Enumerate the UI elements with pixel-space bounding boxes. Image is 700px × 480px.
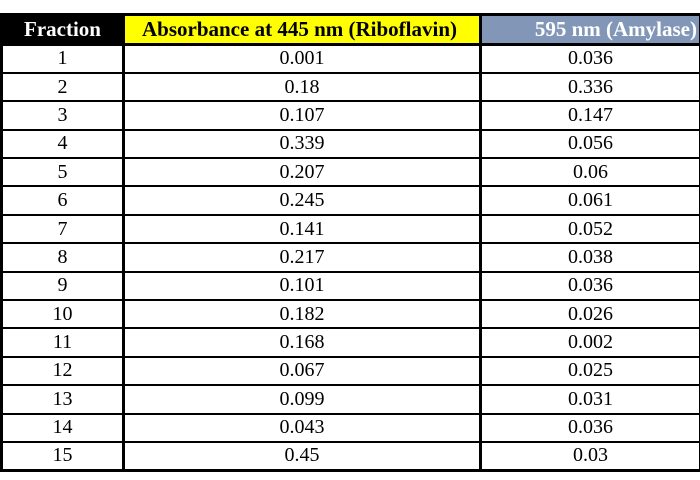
cell-amylase: 0.056 [479,128,700,160]
cell-amylase: 0.031 [479,384,700,415]
table-row: 5 0.207 0.06 [0,157,700,188]
cell-riboflavin: 0.107 [122,100,482,131]
column-header-fraction: Fraction [0,13,125,46]
cell-fraction: 13 [0,384,125,415]
table-row: 9 0.101 0.036 [0,270,700,302]
table-row: 11 0.168 0.002 [0,327,700,358]
cell-riboflavin: 0.001 [122,43,482,74]
cell-amylase: 0.002 [479,327,700,358]
cell-riboflavin: 0.182 [122,299,482,330]
cell-riboflavin: 0.141 [122,213,482,245]
cell-riboflavin: 0.099 [122,384,482,415]
cell-amylase: 0.147 [479,100,700,131]
cell-fraction: 10 [0,299,125,330]
cell-riboflavin: 0.101 [122,270,482,302]
table-row: 7 0.141 0.052 [0,213,700,245]
table-row: 14 0.043 0.036 [0,412,700,443]
table-row: 4 0.339 0.056 [0,128,700,160]
cell-fraction: 8 [0,242,125,273]
table-row: 2 0.18 0.336 [0,71,700,103]
cell-amylase: 0.061 [479,185,700,216]
cell-amylase: 0.036 [479,43,700,74]
cell-amylase: 0.026 [479,299,700,330]
cell-amylase: 0.036 [479,412,700,443]
column-header-amylase: 595 nm (Amylase) [479,13,700,46]
cell-amylase: 0.052 [479,213,700,245]
table-row: 10 0.182 0.026 [0,299,700,330]
cell-amylase: 0.025 [479,355,700,387]
column-header-riboflavin: Absorbance at 445 nm (Riboflavin) [122,13,482,46]
cell-riboflavin: 0.245 [122,185,482,216]
cell-fraction: 14 [0,412,125,443]
cell-fraction: 4 [0,128,125,160]
cell-riboflavin: 0.339 [122,128,482,160]
table-row: 1 0.001 0.036 [0,43,700,74]
cell-fraction: 9 [0,270,125,302]
cell-fraction: 7 [0,213,125,245]
cell-fraction: 11 [0,327,125,358]
cell-fraction: 5 [0,157,125,188]
cell-amylase: 0.336 [479,71,700,103]
cell-riboflavin: 0.067 [122,355,482,387]
cell-riboflavin: 0.043 [122,412,482,443]
header-row: Fraction Absorbance at 445 nm (Riboflavi… [0,13,700,46]
table-body: 1 0.001 0.036 2 0.18 0.336 3 0.107 0.147 [0,43,700,472]
table-row: 6 0.245 0.061 [0,185,700,216]
cell-fraction: 1 [0,43,125,74]
cell-riboflavin: 0.217 [122,242,482,273]
table-row: 15 0.45 0.03 [0,440,700,472]
cell-fraction: 3 [0,100,125,131]
cell-riboflavin: 0.168 [122,327,482,358]
cell-amylase: 0.03 [479,440,700,472]
table-row: 3 0.107 0.147 [0,100,700,131]
cell-riboflavin: 0.18 [122,71,482,103]
cell-fraction: 2 [0,71,125,103]
cell-riboflavin: 0.207 [122,157,482,188]
cell-amylase: 0.036 [479,270,700,302]
table-row: 8 0.217 0.038 [0,242,700,273]
table-row: 12 0.067 0.025 [0,355,700,387]
cell-riboflavin: 0.45 [122,440,482,472]
fraction-absorbance-table: Fraction Absorbance at 445 nm (Riboflavi… [0,13,700,472]
cell-amylase: 0.06 [479,157,700,188]
cell-amylase: 0.038 [479,242,700,273]
table-row: 13 0.099 0.031 [0,384,700,415]
cell-fraction: 15 [0,440,125,472]
cell-fraction: 12 [0,355,125,387]
cell-fraction: 6 [0,185,125,216]
